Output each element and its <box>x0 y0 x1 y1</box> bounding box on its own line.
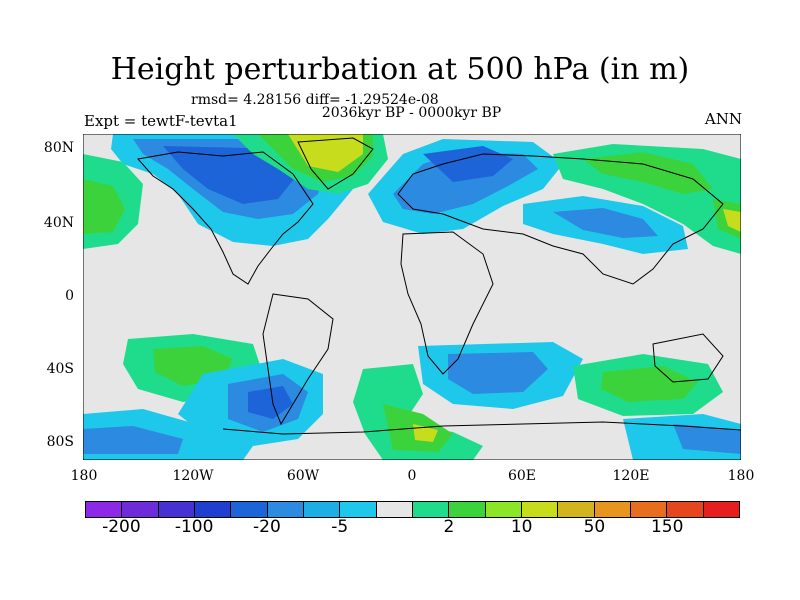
colorbar-swatch <box>267 502 304 517</box>
experiment-label: Expt = tewtF-tevta1 <box>84 112 238 130</box>
season-label: ANN <box>704 110 742 128</box>
coast-australia <box>652 333 724 383</box>
colorbar-swatch <box>521 502 559 517</box>
lat-label-40s: 40S <box>46 361 74 377</box>
colorbar-swatch <box>340 502 377 517</box>
colorbar-swatch <box>485 502 522 517</box>
contour-pos-north-pacific-west <box>83 154 143 249</box>
contour-neg-indian-ocean <box>418 342 583 409</box>
lon-label-120w: 120W <box>172 468 214 484</box>
colorbar-swatch <box>194 502 232 517</box>
colorbar-label: 2 <box>443 517 455 537</box>
lon-label-0: 0 <box>407 468 417 484</box>
lat-label-eq: 0 <box>65 288 74 304</box>
coast-africa <box>400 231 494 375</box>
colorbar-label: -100 <box>174 517 214 537</box>
coast-greenland <box>297 137 374 190</box>
colorbar-swatch <box>667 502 704 517</box>
colorbar-label: -5 <box>331 517 349 537</box>
colorbar-label: 10 <box>510 517 533 537</box>
colorbar-swatch <box>303 502 341 517</box>
coast-north-america <box>137 151 314 285</box>
colorbar-swatch <box>231 502 268 517</box>
colorbar-swatch <box>703 502 739 517</box>
map-panel <box>83 134 741 460</box>
colorbar-label: -200 <box>102 517 141 537</box>
coast-europe-asia <box>397 153 724 285</box>
stats-label: rmsd= 4.28156 diff= -1.29524e-08 <box>191 92 439 108</box>
colorbar-label: 50 <box>583 517 606 537</box>
colorbar-swatch <box>376 502 413 517</box>
colorbar-swatch <box>412 502 450 517</box>
lon-label-120e: 120E <box>612 468 650 484</box>
colorbar-swatch <box>158 502 195 517</box>
lat-label-40n: 40N <box>43 215 74 231</box>
contour-neg-eurasia <box>368 139 563 234</box>
lon-label-180e: 180 <box>727 468 755 484</box>
plot-title: Height perturbation at 500 hPa (in m) <box>110 52 690 87</box>
contour-neg-antarctic-west <box>83 409 253 460</box>
colorbar-label: -20 <box>253 517 281 537</box>
colorbar-swatch <box>449 502 486 517</box>
colorbar-swatch <box>594 502 631 517</box>
lon-label-60w: 60W <box>286 468 320 484</box>
contour-neg-pacific-east <box>523 196 688 254</box>
colorbar-swatch <box>86 502 123 517</box>
colorbar <box>85 501 740 518</box>
colorbar-swatch <box>558 502 595 517</box>
colorbar-swatch <box>122 502 159 517</box>
contour-pos-south-indian <box>573 354 723 416</box>
contour-pos-siberia <box>553 144 741 254</box>
coast-antarctica <box>222 421 741 435</box>
plot-subtitle: 2036kyr BP - 0000kyr BP <box>321 105 502 121</box>
colorbar-label: 150 <box>650 517 684 537</box>
contour-pos-greenland <box>233 134 388 194</box>
lat-label-80s: 80S <box>46 434 74 450</box>
lon-label-180w: 180 <box>70 468 98 484</box>
lon-label-60e: 60E <box>507 468 537 484</box>
contour-neg-antarctic-east <box>623 414 741 460</box>
coast-south-america <box>262 293 334 426</box>
coastlines <box>137 137 741 435</box>
contour-neg-south-america <box>178 359 323 446</box>
lat-label-80n: 80N <box>43 140 74 156</box>
colorbar-swatch <box>630 502 668 517</box>
